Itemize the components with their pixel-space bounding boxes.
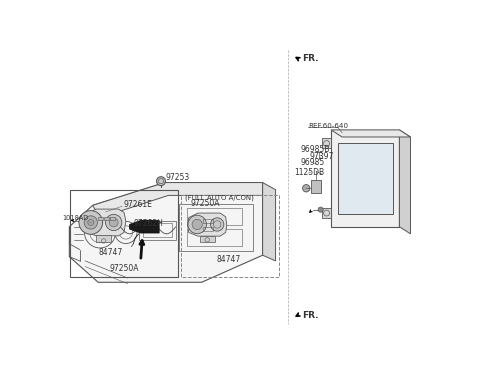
Polygon shape <box>93 182 263 218</box>
Polygon shape <box>399 130 410 234</box>
Text: FR.: FR. <box>302 311 319 320</box>
Bar <box>98 217 103 220</box>
Ellipse shape <box>318 207 323 212</box>
Bar <box>187 229 242 246</box>
Polygon shape <box>331 130 410 137</box>
Text: FR.: FR. <box>302 54 319 63</box>
Text: 96985: 96985 <box>300 158 325 167</box>
Text: REF.60-640: REF.60-640 <box>308 122 348 129</box>
Ellipse shape <box>106 214 122 231</box>
Ellipse shape <box>156 177 166 186</box>
Polygon shape <box>188 213 227 236</box>
Ellipse shape <box>109 218 118 227</box>
Text: 84747: 84747 <box>98 248 122 257</box>
Text: 97262H: 97262H <box>133 219 163 228</box>
Ellipse shape <box>84 216 97 229</box>
Bar <box>181 195 279 277</box>
Text: (FULL AUTO A/CON): (FULL AUTO A/CON) <box>185 195 254 202</box>
Polygon shape <box>263 182 276 261</box>
Bar <box>96 235 111 242</box>
Text: 97397: 97397 <box>310 152 334 161</box>
Ellipse shape <box>302 185 310 192</box>
Ellipse shape <box>192 219 203 230</box>
Text: 96985B: 96985B <box>300 145 330 154</box>
Ellipse shape <box>188 215 206 234</box>
Text: 97250A: 97250A <box>191 199 220 208</box>
Text: 1125DB: 1125DB <box>294 168 324 177</box>
Text: 97261E: 97261E <box>123 200 152 209</box>
Polygon shape <box>337 143 393 214</box>
Text: 1018AD: 1018AD <box>63 215 89 221</box>
Text: 84747: 84747 <box>216 255 240 264</box>
Text: 97253: 97253 <box>166 173 190 182</box>
Bar <box>203 227 213 231</box>
Bar <box>200 236 215 242</box>
Polygon shape <box>69 182 263 282</box>
Polygon shape <box>130 221 159 233</box>
Bar <box>110 217 115 220</box>
Ellipse shape <box>211 218 224 231</box>
Bar <box>104 217 109 220</box>
Bar <box>311 180 321 194</box>
Text: 97250A: 97250A <box>109 263 139 273</box>
Bar <box>187 208 242 225</box>
Ellipse shape <box>79 211 103 234</box>
Bar <box>71 190 179 277</box>
Polygon shape <box>322 138 331 148</box>
Polygon shape <box>322 208 331 218</box>
Polygon shape <box>331 130 399 227</box>
Bar <box>139 221 176 239</box>
Bar <box>203 219 213 223</box>
Bar <box>143 223 172 237</box>
Bar <box>180 204 253 251</box>
Polygon shape <box>82 209 126 236</box>
